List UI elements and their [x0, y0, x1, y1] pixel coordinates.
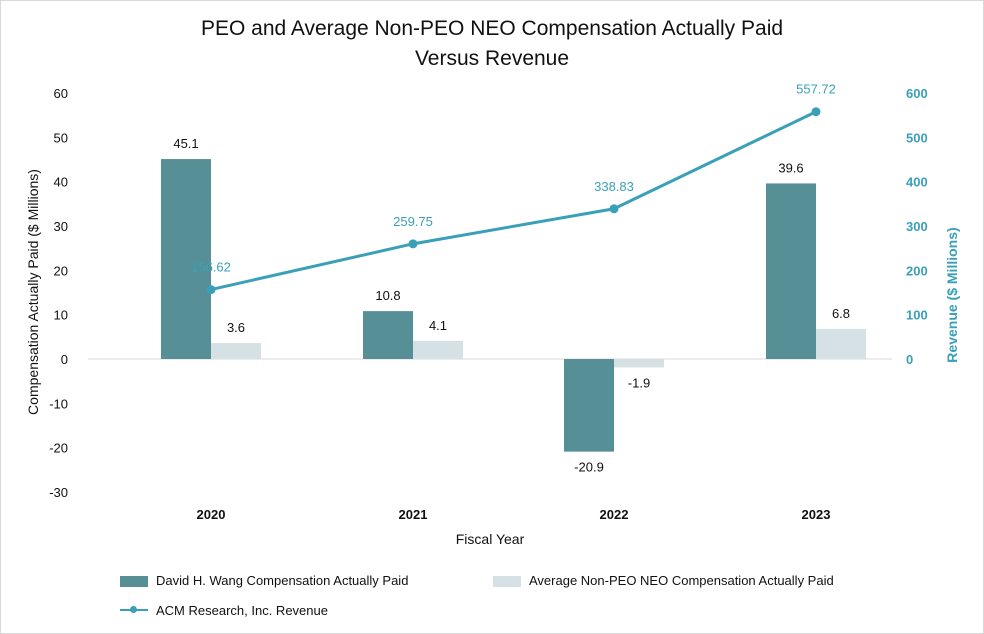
- bar-neo-2022: [614, 359, 664, 368]
- legend-label-revenue: ACM Research, Inc. Revenue: [156, 603, 328, 618]
- x-category-2022: 2022: [600, 507, 629, 522]
- y2-tick-label-6: 0: [906, 352, 913, 367]
- bar-label-wang-2022: -20.9: [574, 460, 604, 475]
- bar-neo-2021: [413, 340, 463, 359]
- bar-label-neo-2022: -1.9: [628, 375, 650, 390]
- y-tick-label-3: 30: [54, 219, 68, 234]
- bar-wang-2022: [564, 359, 614, 452]
- chart-title: PEO and Average Non-PEO NEO Compensation…: [0, 14, 984, 74]
- revenue-label-2023: 557.72: [796, 82, 836, 97]
- y2-axis-title: Revenue ($ Millions): [944, 227, 960, 362]
- y2-tick-label-3: 300: [906, 219, 928, 234]
- legend-swatch-revenue-dot: [130, 606, 137, 613]
- y2-tick-label-2: 400: [906, 175, 928, 190]
- bar-label-wang-2023: 39.6: [778, 160, 803, 175]
- y2-tick-label-0: 600: [906, 86, 928, 101]
- bar-label-neo-2023: 6.8: [832, 306, 850, 321]
- bar-wang-2023: [766, 183, 816, 359]
- legend-swatch-wang: [120, 576, 148, 587]
- x-category-2021: 2021: [399, 507, 428, 522]
- legend-label-neo: Average Non-PEO NEO Compensation Actuall…: [529, 573, 834, 588]
- bar-label-neo-2020: 3.6: [227, 320, 245, 335]
- y-tick-label-8: -20: [49, 441, 68, 456]
- revenue-label-2021: 259.75: [393, 214, 433, 229]
- y2-tick-label-4: 200: [906, 263, 928, 278]
- chart-title-line2: Versus Revenue: [414, 47, 570, 70]
- bar-wang-2020: [161, 159, 211, 359]
- revenue-label-2020: 156.62: [191, 260, 231, 275]
- bar-label-wang-2020: 45.1: [173, 136, 198, 151]
- revenue-point-2023: [811, 107, 821, 117]
- x-category-2020: 2020: [197, 507, 226, 522]
- bar-label-wang-2021: 10.8: [375, 288, 400, 303]
- y2-tick-label-1: 500: [906, 130, 928, 145]
- y-axis-title: Compensation Actually Paid ($ Millions): [25, 169, 41, 415]
- revenue-label-2022: 338.83: [594, 179, 634, 194]
- bar-neo-2023: [816, 328, 866, 359]
- revenue-point-2022: [609, 204, 619, 214]
- y-tick-label-6: 0: [61, 352, 68, 367]
- y-tick-label-4: 20: [54, 263, 68, 278]
- y-tick-label-5: 10: [54, 308, 68, 323]
- revenue-point-2021: [408, 239, 418, 249]
- bar-wang-2021: [363, 311, 413, 359]
- y-tick-label-9: -30: [49, 485, 68, 500]
- chart-title-line1: PEO and Average Non-PEO NEO Compensation…: [200, 17, 784, 40]
- y-tick-label-2: 40: [54, 175, 68, 190]
- bar-neo-2020: [211, 343, 261, 359]
- bar-label-neo-2021: 4.1: [429, 318, 447, 333]
- legend-swatch-neo: [493, 576, 521, 587]
- revenue-point-2020: [206, 285, 216, 295]
- legend-label-wang: David H. Wang Compensation Actually Paid: [156, 573, 409, 588]
- y-tick-label-1: 50: [54, 130, 68, 145]
- y-tick-label-7: -10: [49, 396, 68, 411]
- y2-tick-label-5: 100: [906, 308, 928, 323]
- revenue-line: [210, 110, 817, 292]
- y-tick-label-0: 60: [54, 86, 68, 101]
- x-axis-title: Fiscal Year: [456, 531, 525, 547]
- x-category-2023: 2023: [802, 507, 831, 522]
